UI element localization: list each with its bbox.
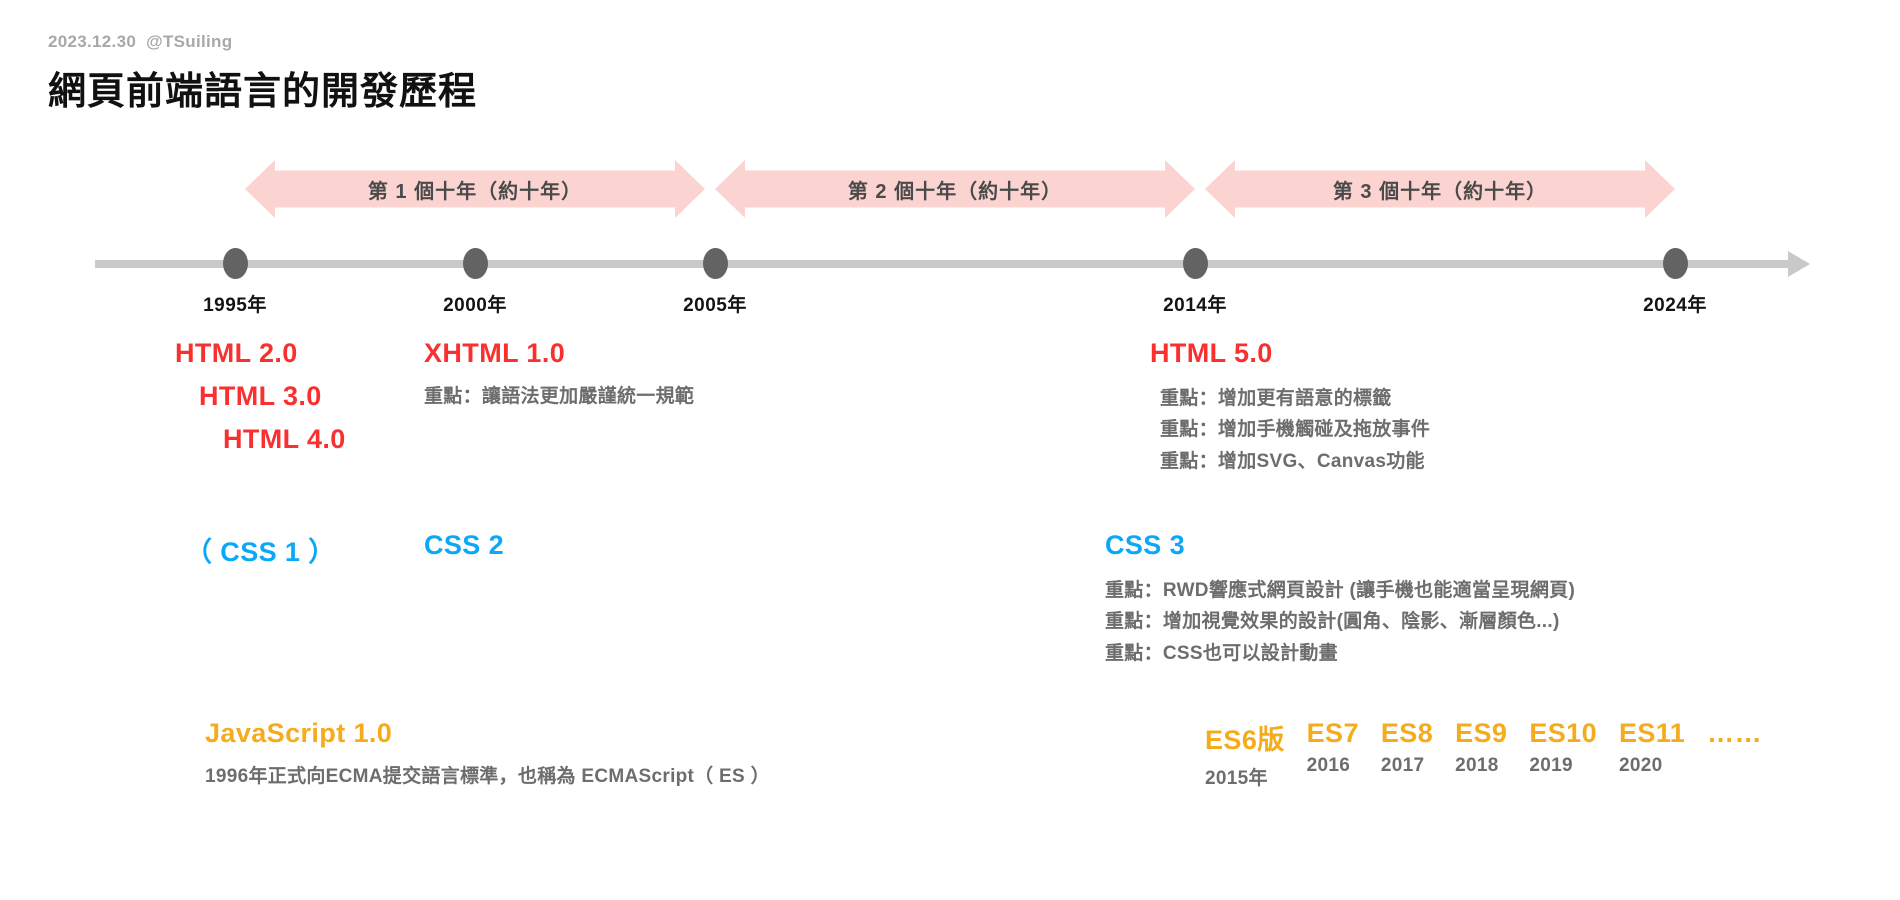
es-version-year: 2015年 bbox=[1205, 768, 1268, 789]
css-group-2000: CSS 2 bbox=[424, 530, 504, 561]
javascript-heading: JavaScript 1.0 bbox=[205, 718, 393, 748]
css-group-1995: （ CSS 1 ） bbox=[185, 530, 336, 569]
page-header: 2023.12.30 @TSuiling 網頁前端語言的開發歷程 bbox=[48, 32, 477, 115]
bullet-list: 1996年正式向ECMA提交語言標準，也稱為 ECMAScript（ ES ） bbox=[205, 761, 770, 792]
css3-heading: CSS 3 bbox=[1105, 530, 1186, 560]
bullet-item: 重點：CSS也可以設計動畫 bbox=[1105, 642, 1338, 664]
bullet-item: 重點：RWD響應式網頁設計 (讓手機也能適當呈現網頁) bbox=[1105, 580, 1576, 601]
html5-heading: HTML 5.0 bbox=[1150, 338, 1273, 368]
axis-tick-dot-2000年 bbox=[463, 248, 488, 279]
es-version-name: ES6版 bbox=[1205, 725, 1285, 755]
axis-tick-label-2014年: 2014年 bbox=[1163, 295, 1227, 316]
decade-arrow-label: 第 1 個十年（約十年） bbox=[367, 180, 583, 203]
es-version-cell-1: ES6版 2015年 bbox=[1205, 718, 1285, 790]
bullet-list: 重點：RWD響應式網頁設計 (讓手機也能適當呈現網頁) 重點：增加視覺效果的設計(… bbox=[1105, 575, 1575, 669]
html-version-1: HTML 2.0 bbox=[175, 338, 298, 368]
es-version-year: 2019 bbox=[1529, 755, 1573, 776]
decade-arrow-label: 第 3 個十年（約十年） bbox=[1332, 180, 1548, 203]
es-version-name: ES9 bbox=[1455, 718, 1508, 748]
es-version-name: ES11 bbox=[1619, 718, 1686, 748]
page-title: 網頁前端語言的開發歷程 bbox=[48, 71, 478, 113]
byline-handle: @TSuiling bbox=[146, 32, 233, 51]
axis-tick-dot-2005年 bbox=[703, 248, 728, 279]
es-version-cell-5: ES10 2019 bbox=[1529, 718, 1597, 777]
bullet-item: 重點：增加視覺效果的設計(圓角、陰影、漸層顏色...) bbox=[1105, 611, 1560, 633]
bullet-item: 重點：讓語法更加嚴謹統一規範 bbox=[424, 386, 695, 407]
es-version-name: ES10 bbox=[1529, 718, 1597, 748]
bullet-item: 重點：增加SVG、Canvas功能 bbox=[1160, 450, 1425, 472]
axis-line bbox=[95, 260, 1790, 268]
es-version-year: 2017 bbox=[1380, 755, 1425, 776]
byline: 2023.12.30 @TSuiling bbox=[48, 32, 477, 52]
decade-arrow-2: 第 2 個十年（約十年） bbox=[715, 160, 1195, 218]
es-version-year: 2016 bbox=[1306, 755, 1351, 776]
axis-tick-dot-2024年 bbox=[1663, 248, 1688, 279]
decade-arrow-3: 第 3 個十年（約十年） bbox=[1205, 160, 1675, 218]
axis-tick-label-1995年: 1995年 bbox=[203, 295, 267, 316]
axis-arrowhead-icon bbox=[1788, 251, 1810, 277]
axis-tick-label-2024年: 2024年 bbox=[1643, 295, 1707, 316]
html-group-1995: HTML 2.0 HTML 3.0 HTML 4.0 bbox=[175, 338, 346, 467]
axis-tick-dot-1995年 bbox=[223, 248, 248, 279]
bullet-list: 重點：讓語法更加嚴謹統一規範 bbox=[424, 381, 694, 412]
html-group-2014: HTML 5.0 重點：增加更有語意的標籤重點：增加手機觸碰及拖放事件 重點：增加S… bbox=[1150, 338, 1430, 477]
css2-heading: CSS 2 bbox=[424, 530, 505, 560]
bullet-list: 重點：增加更有語意的標籤重點：增加手機觸碰及拖放事件 重點：增加SVG、Canva… bbox=[1160, 383, 1430, 477]
decade-arrow-group: 第 1 個十年（約十年） 第 2 個十年（約十年） 第 3 個十年（約十年） bbox=[0, 160, 1900, 218]
es-version-name: ES7 bbox=[1306, 718, 1359, 748]
html-version-3: HTML 4.0 bbox=[223, 424, 346, 454]
es-version-cell-6: ES11 2020 bbox=[1619, 718, 1685, 777]
axis-tick-label-2000年: 2000年 bbox=[443, 295, 507, 316]
byline-date: 2023.12.30 bbox=[48, 32, 137, 51]
axis-tick-label-2005年: 2005年 bbox=[683, 295, 747, 316]
axis-tick-dot-2014年 bbox=[1183, 248, 1208, 279]
decade-arrow-label: 第 2 個十年（約十年） bbox=[847, 180, 1063, 203]
es-version-name: …… bbox=[1707, 718, 1762, 748]
es-version-year: 2018 bbox=[1455, 755, 1499, 776]
js-group-2000: JavaScript 1.0 1996年正式向ECMA提交語言標準，也稱為 ECM… bbox=[205, 718, 770, 792]
bullet-item: 重點：增加更有語意的標籤 bbox=[1160, 388, 1392, 409]
bullet-item: 重點：增加手機觸碰及拖放事件 bbox=[1160, 419, 1431, 441]
bullet-item: 1996年正式向ECMA提交語言標準，也稱為 ECMAScript（ ES ） bbox=[205, 766, 770, 787]
html-group-2000: XHTML 1.0 重點：讓語法更加嚴謹統一規範 bbox=[424, 338, 694, 412]
es-version-year: 2020 bbox=[1619, 755, 1663, 776]
js-group-2014: ES6版 2015年 ES7 2016 ES8 2017 ES9 2018 ES10 2019 ES… bbox=[1205, 718, 1784, 790]
css-group-2014: CSS 3 重點：RWD響應式網頁設計 (讓手機也能適當呈現網頁) 重點：增加視覺效… bbox=[1105, 530, 1575, 669]
es-version-cell-2: ES7 2016 bbox=[1307, 718, 1359, 777]
es-version-cell-7: …… bbox=[1707, 718, 1762, 755]
html-version-2: HTML 3.0 bbox=[199, 381, 322, 411]
decade-arrow-1: 第 1 個十年（約十年） bbox=[245, 160, 705, 218]
es-version-cell-3: ES8 2017 bbox=[1381, 718, 1433, 777]
es-version-cell-4: ES9 2018 bbox=[1455, 718, 1507, 777]
css1-heading: （ CSS 1 ） bbox=[185, 537, 336, 567]
timeline-axis: 1995年 2000年 2005年 2014年 2024年 bbox=[0, 240, 1900, 360]
es-version-name: ES8 bbox=[1380, 718, 1434, 748]
xhtml-heading: XHTML 1.0 bbox=[424, 338, 566, 368]
